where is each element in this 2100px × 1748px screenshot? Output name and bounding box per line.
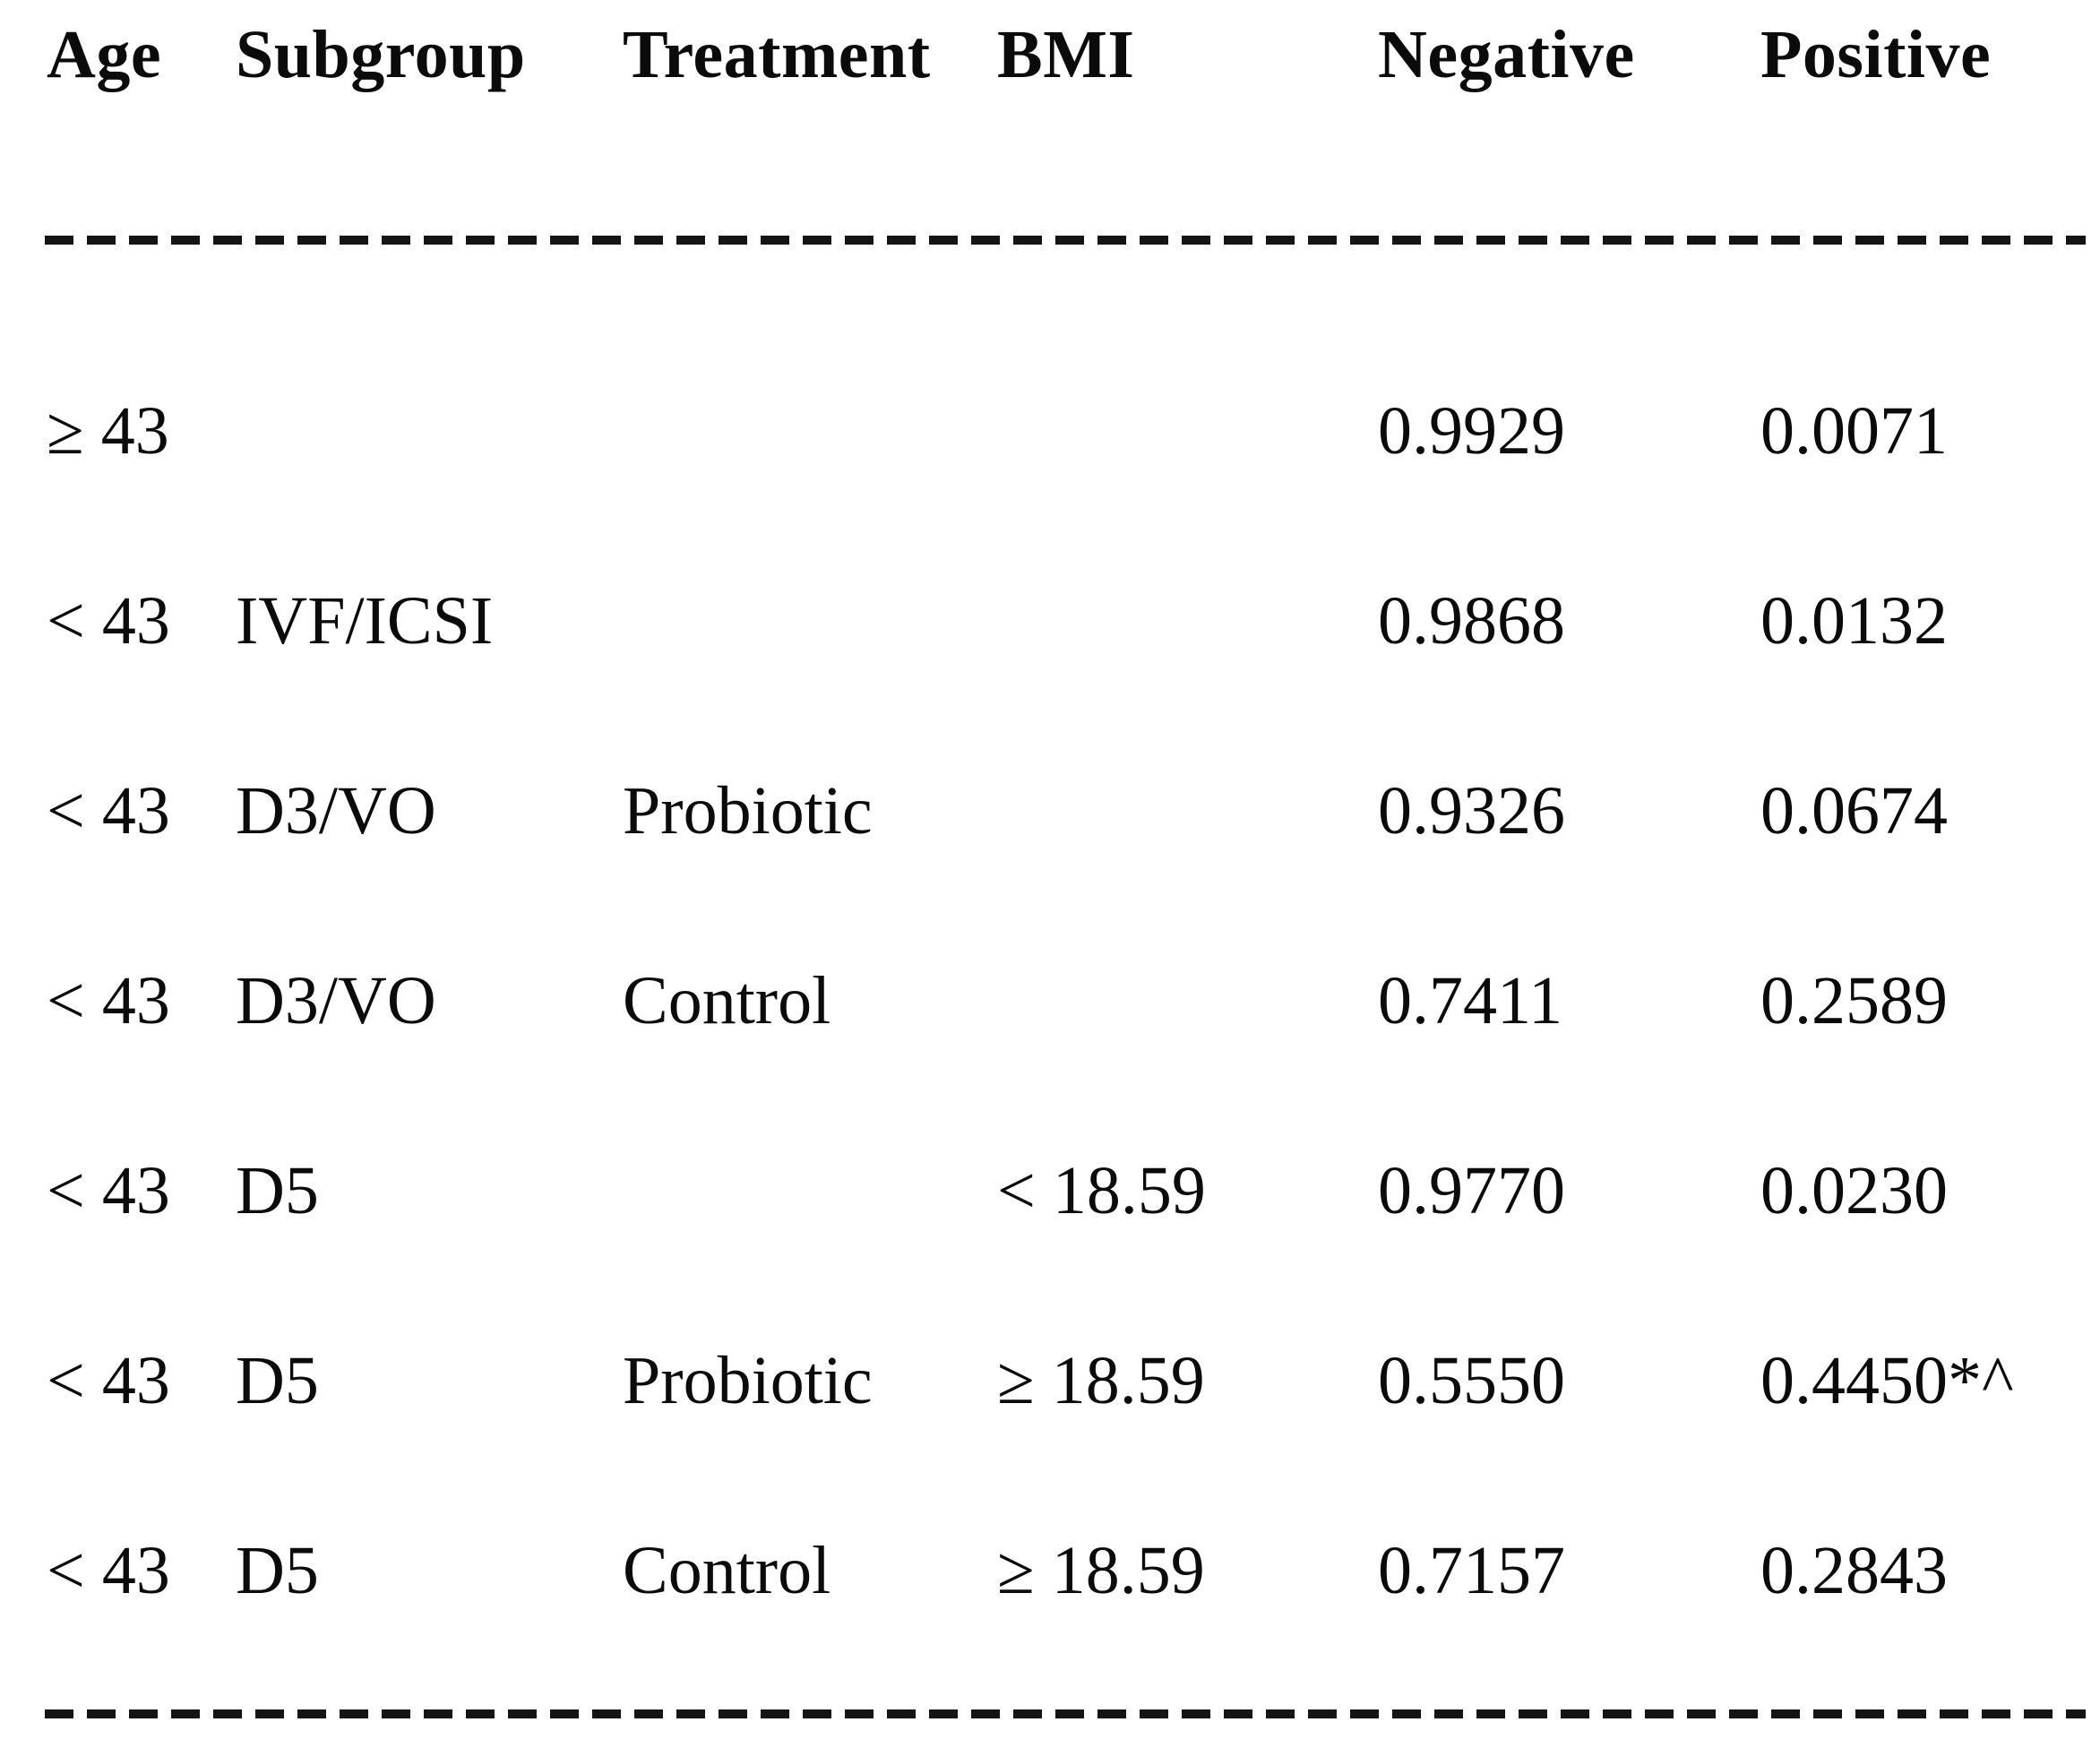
table-row: < 43 D3/VO Probiotic 0.9326 0.0674	[0, 774, 2100, 848]
cell-positive: 0.2589	[1760, 963, 1948, 1038]
cell-treatment: Control	[623, 963, 831, 1038]
cell-age: < 43	[47, 963, 170, 1038]
cell-treatment	[623, 1154, 997, 1227]
cell-age: < 43	[47, 1153, 170, 1228]
cell-subgroup	[236, 394, 623, 468]
bottom-dashed-rule	[45, 1709, 2086, 1718]
table-row: < 43 D5 < 18.59 0.9770 0.0230	[0, 1154, 2100, 1227]
cell-positive: 0.0674	[1760, 773, 1948, 848]
cell-subgroup: D5	[236, 1343, 319, 1418]
cell-age: < 43	[47, 773, 170, 848]
cell-negative: 0.7411	[1378, 963, 1563, 1038]
cell-positive: 0.0230	[1760, 1153, 1948, 1228]
cell-subgroup: D5	[236, 1153, 319, 1228]
cell-age: ≥ 43	[47, 393, 169, 469]
table-header-row: Age Subgroup Treatment BMI Negative Posi…	[0, 18, 2100, 91]
cell-age: < 43	[47, 1533, 170, 1608]
cell-negative: 0.9868	[1378, 583, 1565, 659]
cell-treatment	[623, 584, 997, 658]
header-age: Age	[47, 17, 162, 92]
cell-subgroup: IVF/ICSI	[236, 583, 494, 659]
cell-bmi	[997, 394, 1378, 468]
cell-positive: 0.0132	[1760, 583, 1948, 659]
cell-positive: 0.0071	[1760, 393, 1948, 469]
header-positive: Positive	[1760, 17, 1992, 92]
cell-treatment: Control	[623, 1533, 831, 1608]
table-row: < 43 D3/VO Control 0.7411 0.2589	[0, 964, 2100, 1038]
cell-bmi	[997, 964, 1378, 1038]
table-row: ≥ 43 0.9929 0.0071	[0, 394, 2100, 468]
table-row: < 43 D5 Probiotic ≥ 18.59 0.5550 0.4450*…	[0, 1344, 2100, 1417]
cell-age: < 43	[47, 583, 170, 659]
table-row: < 43 IVF/ICSI 0.9868 0.0132	[0, 584, 2100, 658]
cell-subgroup: D3/VO	[236, 773, 436, 848]
cell-treatment	[623, 394, 997, 468]
header-subgroup: Subgroup	[236, 17, 526, 92]
cell-treatment: Probiotic	[623, 773, 873, 848]
cell-bmi	[997, 774, 1378, 848]
cell-subgroup: D5	[236, 1533, 319, 1608]
cell-age: < 43	[47, 1343, 170, 1418]
cell-bmi	[997, 584, 1378, 658]
cell-positive: 0.4450*^	[1760, 1343, 2014, 1418]
cell-bmi: < 18.59	[997, 1153, 1206, 1228]
top-dashed-rule	[45, 236, 2086, 245]
table-row: < 43 D5 Control ≥ 18.59 0.7157 0.2843	[0, 1534, 2100, 1607]
cell-subgroup: D3/VO	[236, 963, 436, 1038]
cell-negative: 0.9929	[1378, 393, 1565, 469]
cell-positive: 0.2843	[1760, 1533, 1948, 1608]
header-negative: Negative	[1378, 17, 1635, 92]
cell-negative: 0.9326	[1378, 773, 1565, 848]
cell-bmi: ≥ 18.59	[997, 1533, 1205, 1608]
cell-treatment: Probiotic	[623, 1343, 873, 1418]
cell-negative: 0.9770	[1378, 1153, 1565, 1228]
header-bmi: BMI	[997, 17, 1135, 92]
header-treatment: Treatment	[623, 17, 931, 92]
cell-bmi: ≥ 18.59	[997, 1343, 1205, 1418]
cell-negative: 0.7157	[1378, 1533, 1565, 1608]
cell-negative: 0.5550	[1378, 1343, 1565, 1418]
